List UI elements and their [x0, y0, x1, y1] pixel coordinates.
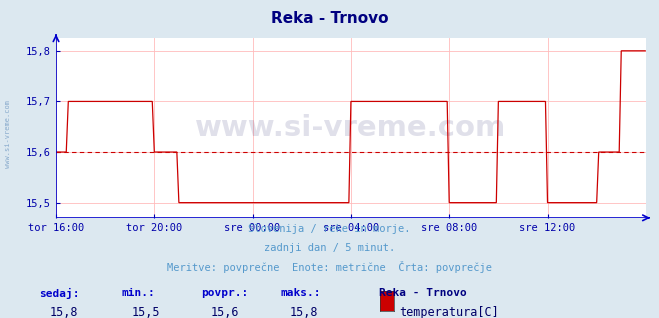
Text: zadnji dan / 5 minut.: zadnji dan / 5 minut. [264, 243, 395, 252]
Text: min.:: min.: [122, 288, 156, 298]
Text: 15,6: 15,6 [211, 306, 239, 318]
Text: povpr.:: povpr.: [201, 288, 248, 298]
Text: Reka - Trnovo: Reka - Trnovo [379, 288, 467, 298]
Text: 15,8: 15,8 [290, 306, 318, 318]
Text: www.si-vreme.com: www.si-vreme.com [5, 100, 11, 168]
Text: Meritve: povprečne  Enote: metrične  Črta: povprečje: Meritve: povprečne Enote: metrične Črta:… [167, 261, 492, 273]
Text: maks.:: maks.: [280, 288, 320, 298]
Text: Slovenija / reke in morje.: Slovenija / reke in morje. [248, 224, 411, 234]
Text: Reka - Trnovo: Reka - Trnovo [271, 11, 388, 26]
Text: 15,5: 15,5 [132, 306, 160, 318]
Text: www.si-vreme.com: www.si-vreme.com [195, 114, 507, 142]
Text: temperatura[C]: temperatura[C] [399, 306, 499, 318]
Text: 15,8: 15,8 [49, 306, 78, 318]
Text: sedaj:: sedaj: [40, 288, 80, 299]
